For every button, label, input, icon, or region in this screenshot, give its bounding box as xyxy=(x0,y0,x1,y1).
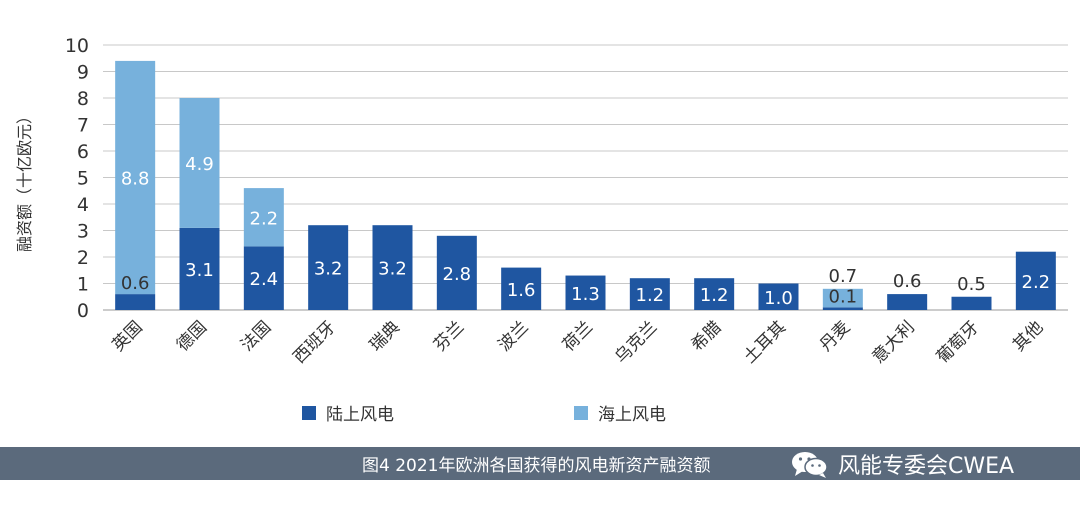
bar-onshore xyxy=(436,235,477,310)
bar-onshore xyxy=(887,294,928,310)
watermark-text: 风能专委会CWEA xyxy=(838,453,1015,479)
y-tick-label: 1 xyxy=(77,274,89,296)
legend-item-offshore: 海上风电 xyxy=(574,400,666,425)
data-label-onshore: 3.2 xyxy=(378,259,407,280)
bar-onshore xyxy=(822,307,863,310)
data-label-onshore: 1.2 xyxy=(636,285,665,306)
x-category-label: 法国 xyxy=(237,317,275,355)
data-label-onshore: 2.2 xyxy=(1022,272,1051,293)
data-label-offshore: 2.2 xyxy=(250,208,279,229)
y-tick-label: 4 xyxy=(77,194,89,216)
x-category-label: 西班牙 xyxy=(289,317,339,367)
data-label-onshore: 2.4 xyxy=(250,269,279,290)
bar-onshore xyxy=(694,278,735,310)
x-category-label: 葡萄牙 xyxy=(933,317,983,367)
x-category-label: 英国 xyxy=(109,317,147,355)
y-tick-label: 8 xyxy=(77,88,89,110)
bar-onshore xyxy=(565,275,606,310)
bar-chart: 0 1 2 3 4 5 6 7 8 9 10 0.6 8.8 3.1 4.9 2.4 2.2 3.2 3.2 2.8… xyxy=(15,35,1068,368)
bar-onshore xyxy=(1015,251,1056,310)
x-category-label: 芬兰 xyxy=(430,317,468,355)
watermark: 风能专委会CWEA xyxy=(790,447,1014,480)
data-label-offshore: 8.8 xyxy=(121,169,150,190)
data-label-onshore: 1.0 xyxy=(764,288,793,309)
bar-onshore xyxy=(308,225,349,310)
data-labels: 0.6 8.8 3.1 4.9 2.4 2.2 3.2 3.2 2.8 1.6 1.3 1.2 1.2 1… xyxy=(121,154,1050,309)
data-label-offshore: 4.9 xyxy=(185,154,214,175)
data-label-onshore: 1.3 xyxy=(571,284,600,305)
bar-onshore xyxy=(115,294,156,310)
data-label-onshore: 3.2 xyxy=(314,259,343,280)
x-category-label: 其他 xyxy=(1009,317,1047,355)
data-label-onshore: 3.1 xyxy=(185,260,214,281)
x-category-label: 希腊 xyxy=(688,317,726,355)
bar-onshore xyxy=(501,267,542,310)
data-label-onshore: 0.1 xyxy=(829,286,858,307)
x-category-label: 瑞典 xyxy=(366,317,404,355)
y-axis-label: 融资额（十亿欧元） xyxy=(15,108,34,252)
legend-swatch-onshore xyxy=(302,405,316,420)
bar-onshore xyxy=(629,278,670,310)
data-label-onshore: 0.5 xyxy=(957,274,986,295)
x-axis-category-labels: 英国 德国 法国 西班牙 瑞典 芬兰 波兰 荷兰 乌克兰 希腊 土耳其 丹麦 意大利 葡萄牙 其他 xyxy=(109,317,1048,367)
legend-item-onshore: 陆上风电 xyxy=(302,400,394,425)
data-label-onshore: 1.2 xyxy=(700,285,729,306)
y-tick-label: 9 xyxy=(77,62,89,84)
x-category-label: 土耳其 xyxy=(740,317,790,367)
legend-swatch-offshore xyxy=(574,405,588,420)
bar-offshore xyxy=(243,188,284,247)
bar-onshore xyxy=(758,283,799,310)
y-tick-label: 7 xyxy=(77,115,89,137)
y-tick-label: 0 xyxy=(77,300,89,322)
legend-label-offshore: 海上风电 xyxy=(598,405,666,425)
bar-onshore xyxy=(372,225,413,310)
y-tick-label: 2 xyxy=(77,247,89,269)
y-tick-label: 5 xyxy=(77,168,89,190)
y-tick-label: 6 xyxy=(77,141,89,163)
legend-label-onshore: 陆上风电 xyxy=(326,405,394,425)
data-label-onshore: 2.8 xyxy=(443,264,472,285)
bar-onshore xyxy=(243,246,284,310)
y-axis-ticks: 0 1 2 3 4 5 6 7 8 9 10 xyxy=(65,35,89,322)
data-label-onshore: 0.6 xyxy=(893,271,922,292)
x-category-label: 意大利 xyxy=(868,317,918,367)
x-category-label: 乌克兰 xyxy=(611,317,661,367)
bar-offshore xyxy=(822,288,863,308)
bar-onshore xyxy=(951,296,992,310)
data-label-offshore: 0.7 xyxy=(829,266,858,287)
data-label-onshore: 0.6 xyxy=(121,273,150,294)
y-tick-label: 3 xyxy=(77,221,89,243)
x-category-label: 波兰 xyxy=(495,317,533,355)
data-label-onshore: 1.6 xyxy=(507,280,536,301)
legend: 陆上风电 海上风电 xyxy=(0,400,1080,425)
figure-caption: 图4 2021年欧洲各国获得的风电新资产融资额 xyxy=(362,456,711,476)
x-category-label: 荷兰 xyxy=(559,317,597,355)
x-category-label: 德国 xyxy=(173,317,211,355)
bars xyxy=(115,60,1056,310)
bar-offshore xyxy=(179,98,220,228)
wechat-icon xyxy=(792,451,828,478)
bar-onshore xyxy=(179,227,220,310)
x-category-label: 丹麦 xyxy=(816,317,854,355)
bar-offshore xyxy=(115,60,156,295)
y-tick-label: 10 xyxy=(65,35,89,57)
caption-bar: 图4 2021年欧洲各国获得的风电新资产融资额 风能专委会CWEA xyxy=(0,447,1080,480)
